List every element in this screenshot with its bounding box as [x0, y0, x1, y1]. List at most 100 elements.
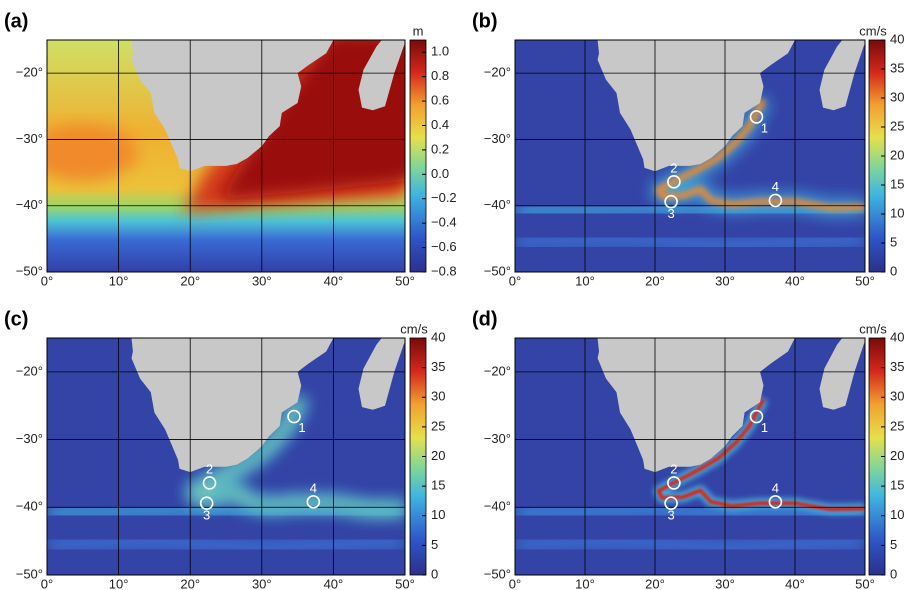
field	[515, 338, 865, 575]
colorbar-tick-label: 15	[431, 478, 445, 493]
x-tick-label: 0°	[41, 273, 53, 288]
colorbar-tick-label: −0.8	[431, 263, 457, 278]
colorbar-tick-label: 30	[890, 89, 904, 104]
colorbar-tick-label: 15	[890, 176, 904, 191]
panel-label: (b)	[472, 10, 498, 32]
colorbar-tick-label: 0.2	[431, 141, 449, 156]
colorbar-tick-label: 5	[890, 234, 897, 249]
x-tick-label: 50°	[855, 273, 875, 288]
x-tick-label: 10°	[109, 273, 129, 288]
field-band	[515, 533, 865, 556]
station	[306, 495, 321, 509]
x-tick-label: 30°	[252, 273, 272, 288]
station-label: 1	[761, 120, 768, 135]
colorbar-tick-label: 40	[431, 329, 445, 344]
x-tick-label: 40°	[324, 576, 344, 590]
x-tick-label: 10°	[575, 273, 595, 288]
field-band	[47, 533, 405, 556]
field	[515, 40, 865, 272]
y-tick-label: −50°	[16, 566, 43, 581]
x-tick-label: 20°	[645, 576, 665, 590]
colorbar-tick-label: 25	[890, 118, 904, 133]
plot-frame	[514, 39, 866, 273]
colorbar-tick-label: 10	[890, 507, 904, 522]
x-tick-label: 10°	[109, 576, 129, 590]
panel-label: (c)	[4, 308, 28, 330]
y-tick-label: −50°	[484, 263, 511, 278]
field	[47, 338, 405, 575]
x-tick-label: 40°	[785, 273, 805, 288]
plot-frame	[514, 337, 866, 576]
colorbar-tick-label: −0.4	[431, 215, 457, 230]
panel: 0° 10° 20° 30° 40° 50° −50° −40° −30° −20° (b) 1 2 3 4…	[472, 10, 904, 288]
station-label: 3	[203, 508, 210, 523]
colorbar-tick-label: 5	[890, 537, 897, 552]
colorbar-unit: cm/s	[859, 23, 887, 38]
y-tick-label: −20°	[484, 363, 511, 378]
colorbar-tick-label: 0.8	[431, 68, 449, 83]
colorbar-tick-label: −0.2	[431, 190, 457, 205]
y-tick-label: −20°	[16, 65, 43, 80]
colorbar-tick-label: 0.4	[431, 117, 449, 132]
y-tick-label: −30°	[484, 431, 511, 446]
y-tick-label: −50°	[16, 263, 43, 278]
x-tick-label: 50°	[855, 576, 875, 590]
colorbar	[409, 39, 427, 273]
x-tick-label: 20°	[180, 273, 200, 288]
x-tick-label: 30°	[715, 576, 735, 590]
station	[664, 496, 678, 511]
y-tick-label: −40°	[484, 499, 511, 514]
colorbar-tick-label: 35	[890, 359, 904, 374]
x-tick-label: 40°	[785, 576, 805, 590]
panel: 0° 10° 20° 30° 40° 50° −50° −40° −30° −20° (a) −0.8…	[4, 10, 457, 288]
land	[819, 40, 865, 111]
colorbar-tick-label: 0.6	[431, 92, 449, 107]
panel: 0° 10° 20° 30° 40° 50° −50° −40° −30° −20° (c) 1 2 3 4…	[4, 308, 445, 590]
x-tick-label: 30°	[715, 273, 735, 288]
colorbar-tick-label: 30	[431, 389, 445, 404]
y-tick-label: −20°	[16, 363, 43, 378]
station-label: 4	[772, 179, 779, 194]
field-blob	[47, 124, 138, 181]
field	[47, 40, 405, 272]
plot-frame	[46, 337, 406, 576]
x-tick-label: 40°	[324, 273, 344, 288]
panel: 0° 10° 20° 30° 40° 50° −50° −40° −30° −20° (d) 1 2 3 4…	[472, 308, 904, 590]
x-tick-label: 50°	[395, 273, 415, 288]
y-tick-label: −40°	[484, 197, 511, 212]
plot-frame	[46, 39, 406, 273]
station-label: 4	[772, 480, 779, 495]
station-label: 3	[667, 508, 674, 523]
colorbar-tick-label: 20	[890, 448, 904, 463]
x-tick-label: 0°	[41, 576, 53, 590]
field-band	[515, 230, 865, 254]
land	[358, 40, 405, 111]
colorbar-unit: m	[413, 23, 424, 38]
colorbar-tick-label: 25	[431, 418, 445, 433]
colorbar-tick-label: 35	[431, 359, 445, 374]
colorbar-tick-label: 15	[890, 478, 904, 493]
field-blob	[218, 40, 405, 200]
land	[819, 338, 865, 410]
x-tick-label: 50°	[395, 576, 415, 590]
y-tick-label: −40°	[16, 499, 43, 514]
colorbar-tick-label: 25	[890, 418, 904, 433]
station	[749, 409, 764, 424]
colorbar-tick-label: 30	[890, 389, 904, 404]
station	[768, 495, 783, 509]
station	[287, 409, 301, 424]
colorbar-tick-label: 10	[431, 507, 445, 522]
x-tick-label: 0°	[509, 273, 521, 288]
station-label: 2	[670, 461, 677, 476]
field-band	[515, 502, 865, 522]
colorbar-tick-label: 20	[890, 147, 904, 162]
colorbar-tick-label: −0.6	[431, 239, 457, 254]
field-band	[47, 502, 405, 522]
panel-label: (a)	[4, 10, 28, 32]
panel-label: (d)	[472, 308, 498, 330]
colorbar-unit: cm/s	[400, 321, 428, 336]
x-tick-label: 0°	[509, 576, 521, 590]
station	[749, 110, 764, 124]
